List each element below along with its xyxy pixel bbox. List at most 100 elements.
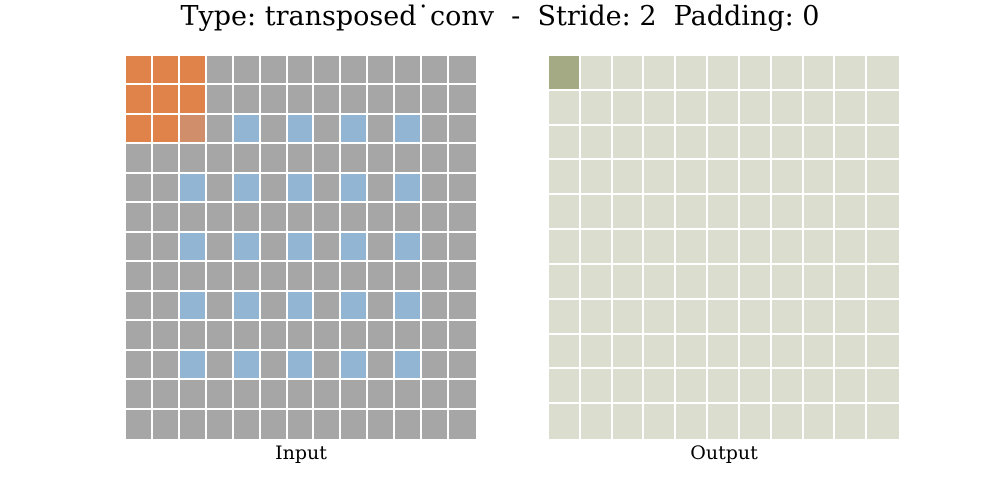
input-cell xyxy=(207,85,232,113)
input-cell xyxy=(341,85,366,113)
output-cell xyxy=(740,404,770,439)
input-cell xyxy=(288,85,312,113)
output-cell xyxy=(804,56,833,89)
output-cell xyxy=(613,335,642,367)
output-cell xyxy=(835,230,865,263)
input-cell xyxy=(314,410,339,439)
padding-label: Padding: xyxy=(673,1,794,32)
input-cell xyxy=(341,56,366,83)
input-cell xyxy=(153,380,178,408)
input-cell xyxy=(126,410,151,439)
input-cell xyxy=(449,410,476,439)
input-cell xyxy=(153,321,178,349)
output-cell xyxy=(644,56,674,89)
output-cell xyxy=(867,160,899,193)
input-value-cell xyxy=(288,292,312,319)
input-kernel-cell xyxy=(126,56,151,83)
input-cell xyxy=(234,410,259,439)
input-cell xyxy=(368,321,393,349)
output-cell xyxy=(581,265,611,298)
output-cell xyxy=(613,404,642,439)
output-cell xyxy=(740,300,770,333)
input-cell xyxy=(261,380,286,408)
input-cell xyxy=(207,321,232,349)
input-cell xyxy=(395,56,420,83)
input-cell xyxy=(261,85,286,113)
input-value-cell xyxy=(341,115,366,142)
input-value-cell xyxy=(288,115,312,142)
output-cell xyxy=(835,404,865,439)
output-cell xyxy=(772,335,802,367)
output-cell xyxy=(549,126,579,158)
input-cell xyxy=(126,144,151,172)
input-cell xyxy=(153,233,178,260)
input-cell xyxy=(261,351,286,378)
output-cell xyxy=(581,56,611,89)
input-cell xyxy=(314,292,339,319)
input-value-cell xyxy=(180,292,205,319)
output-cell xyxy=(549,265,579,298)
input-cell xyxy=(288,203,312,231)
input-kernel-cell xyxy=(126,85,151,113)
input-cell xyxy=(422,203,447,231)
output-cell xyxy=(613,160,642,193)
input-cell xyxy=(288,262,312,290)
input-cell xyxy=(234,203,259,231)
input-value-cell xyxy=(395,292,420,319)
input-kernel-cell xyxy=(153,85,178,113)
output-cell xyxy=(708,56,738,89)
input-cell xyxy=(449,262,476,290)
input-cell xyxy=(126,292,151,319)
input-cell xyxy=(180,144,205,172)
output-cell xyxy=(835,300,865,333)
input-cell xyxy=(422,380,447,408)
output-cell xyxy=(644,91,674,124)
type-value: transposed˙conv xyxy=(264,1,494,32)
output-cell xyxy=(644,126,674,158)
output-cell xyxy=(581,404,611,439)
output-grid xyxy=(549,56,899,439)
input-cell xyxy=(153,174,178,201)
input-value-cell xyxy=(395,351,420,378)
output-cell xyxy=(644,160,674,193)
output-cell xyxy=(867,369,899,402)
input-cell xyxy=(368,410,393,439)
output-cell xyxy=(676,91,706,124)
output-cell xyxy=(676,404,706,439)
padding-value: 0 xyxy=(802,1,820,32)
output-cell xyxy=(772,369,802,402)
output-cell xyxy=(644,335,674,367)
input-cell xyxy=(314,115,339,142)
input-cell xyxy=(207,203,232,231)
input-cell xyxy=(180,321,205,349)
input-cell xyxy=(449,233,476,260)
input-cell xyxy=(341,321,366,349)
output-cell xyxy=(867,195,899,228)
output-cell xyxy=(708,369,738,402)
input-cell xyxy=(261,321,286,349)
output-cell xyxy=(644,265,674,298)
input-cell xyxy=(368,380,393,408)
output-cell xyxy=(804,91,833,124)
input-kernel-cell xyxy=(126,115,151,142)
input-cell xyxy=(288,56,312,83)
input-cell xyxy=(422,233,447,260)
output-cell xyxy=(867,230,899,263)
input-cell xyxy=(368,203,393,231)
output-cell xyxy=(835,369,865,402)
output-cell xyxy=(835,195,865,228)
input-cell xyxy=(422,144,447,172)
input-cell xyxy=(449,380,476,408)
output-cell xyxy=(772,265,802,298)
input-cell xyxy=(207,144,232,172)
input-cell xyxy=(180,203,205,231)
output-cell xyxy=(835,126,865,158)
input-value-cell xyxy=(395,174,420,201)
input-value-cell xyxy=(234,233,259,260)
output-cell xyxy=(581,300,611,333)
output-cell xyxy=(708,230,738,263)
output-cell xyxy=(581,369,611,402)
output-cell xyxy=(804,160,833,193)
output-cell xyxy=(708,300,738,333)
output-cell xyxy=(581,195,611,228)
